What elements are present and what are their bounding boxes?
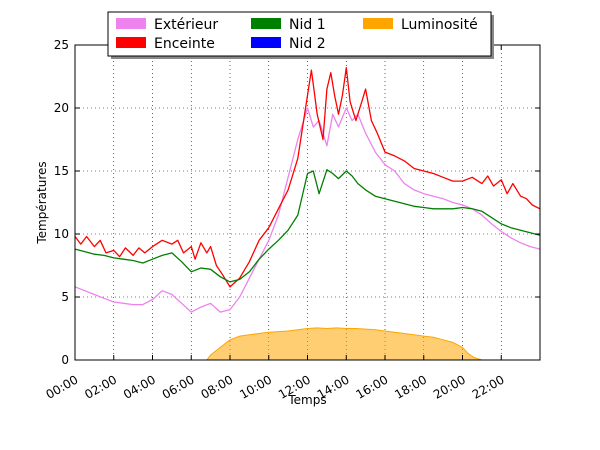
x-tick-label: 20:00 xyxy=(431,372,468,401)
x-tick-label: 18:00 xyxy=(392,372,429,401)
y-tick-label: 15 xyxy=(54,164,69,178)
legend-label-enceinte: Enceinte xyxy=(154,36,215,52)
line-series-layer xyxy=(74,67,541,313)
x-tick-label: 02:00 xyxy=(82,372,119,401)
x-tick-label: 16:00 xyxy=(354,372,391,401)
area-series-layer xyxy=(205,327,483,361)
legend-swatch-exterieur xyxy=(116,18,146,29)
x-tick-label: 22:00 xyxy=(470,372,507,401)
y-tick-labels: 0 5 10 15 20 25 xyxy=(54,38,69,367)
series-luminosite-area xyxy=(205,327,483,361)
legend-label-nid-1: Nid 1 xyxy=(289,17,326,33)
series-exterieur-line xyxy=(74,107,541,313)
x-tick-label: 00:00 xyxy=(44,372,81,401)
x-tick-labels: 00:00 02:00 04:00 06:00 08:00 10:00 12:00 14:00… xyxy=(44,372,507,401)
legend-label-nid-2: Nid 2 xyxy=(289,36,326,52)
y-tick-label: 0 xyxy=(61,353,69,367)
legend-label-luminosite: Luminosité xyxy=(401,17,478,33)
x-tick-label: 10:00 xyxy=(237,372,274,401)
legend-label-exterieur: Extérieur xyxy=(154,17,218,33)
series-nid-1-line xyxy=(74,169,541,283)
x-tick-label: 04:00 xyxy=(121,372,158,401)
legend-box xyxy=(107,11,492,57)
x-tick-label: 06:00 xyxy=(160,372,197,401)
y-tick-label: 25 xyxy=(54,38,69,52)
x-axis-label: Temps xyxy=(287,393,326,407)
x-tick-label: 08:00 xyxy=(199,372,236,401)
y-tick-label: 5 xyxy=(61,290,69,304)
legend-swatch-nid-1 xyxy=(251,18,281,29)
legend: Extérieur Enceinte Nid 1 Nid 2 Luminosité xyxy=(107,11,494,59)
series-enceinte-line xyxy=(74,67,541,288)
y-tick-label: 10 xyxy=(54,227,69,241)
y-tick-label: 20 xyxy=(54,101,69,115)
legend-swatch-nid-2 xyxy=(251,37,281,48)
legend-swatch-enceinte xyxy=(116,37,146,48)
legend-swatch-luminosite xyxy=(363,18,393,29)
y-axis-label: Températures xyxy=(35,161,49,244)
